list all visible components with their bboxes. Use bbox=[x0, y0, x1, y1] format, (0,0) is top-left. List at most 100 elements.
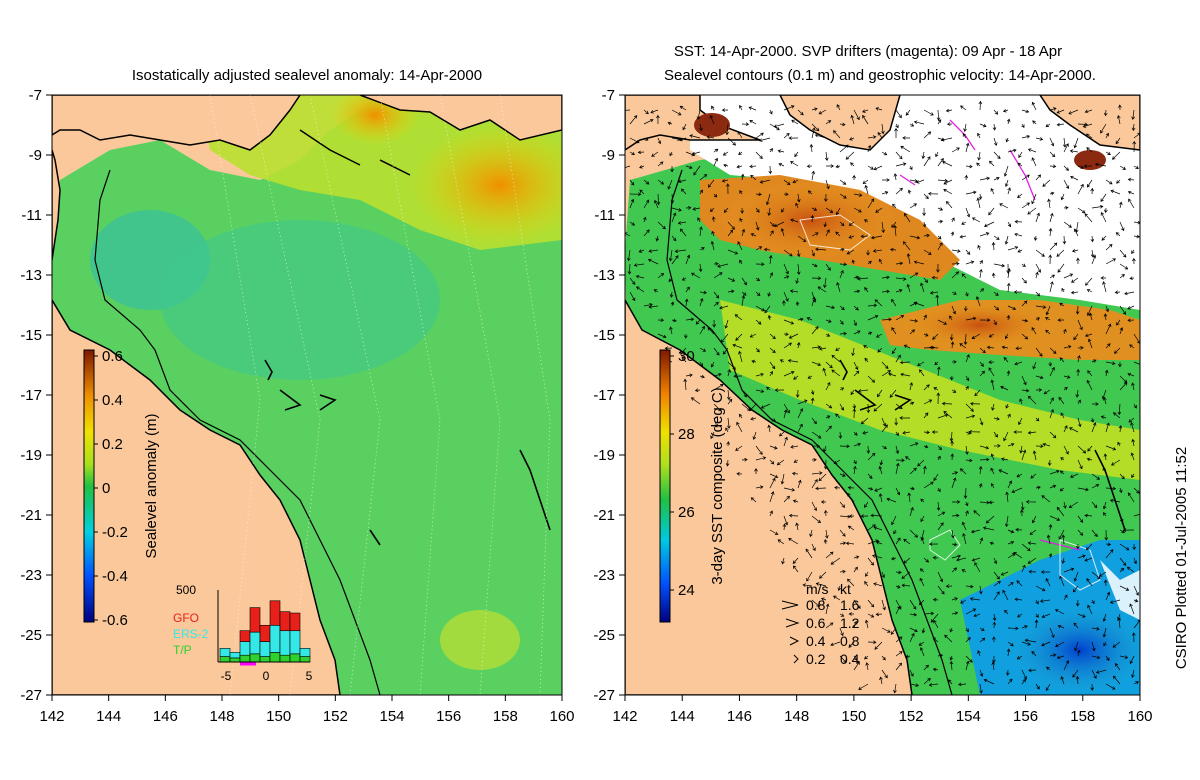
velocity-arrow bbox=[1061, 287, 1065, 293]
velocity-arrow bbox=[831, 354, 841, 363]
velocity-arrow bbox=[1102, 627, 1107, 638]
velocity-arrow bbox=[792, 565, 799, 573]
velocity-arrow bbox=[1103, 313, 1108, 321]
velocity-arrow bbox=[779, 359, 785, 363]
velocity-arrow bbox=[767, 207, 772, 216]
velocity-arrow bbox=[849, 137, 855, 141]
velocity-arrow bbox=[648, 305, 659, 309]
velocity-arrow bbox=[1004, 333, 1009, 340]
velocity-arrow bbox=[895, 570, 902, 575]
velocity-arrow bbox=[864, 286, 869, 293]
velocity-arrow bbox=[732, 343, 743, 349]
velocity-arrow bbox=[1103, 396, 1107, 405]
histogram-bars bbox=[219, 600, 311, 663]
velocity-arrow bbox=[797, 423, 803, 433]
velocity-arrow bbox=[781, 207, 785, 213]
velocity-arrow bbox=[1131, 473, 1135, 478]
velocity-arrow bbox=[667, 179, 673, 190]
velocity-arrow bbox=[1103, 453, 1108, 461]
velocity-arrow bbox=[979, 361, 984, 367]
velocity-arrow bbox=[1076, 649, 1081, 657]
velocity-arrow bbox=[891, 327, 897, 335]
velocity-arrow bbox=[1115, 232, 1121, 237]
velocity-arrow bbox=[769, 417, 776, 422]
velocity-arrow bbox=[866, 250, 870, 256]
velocity-arrow bbox=[1049, 212, 1054, 223]
velocity-arrow bbox=[776, 459, 785, 466]
velocity-arrow bbox=[741, 277, 747, 286]
velocity-arrow bbox=[769, 477, 776, 489]
velocity-arrow bbox=[1075, 543, 1080, 550]
velocity-arrow bbox=[681, 188, 687, 195]
velocity-arrow bbox=[1039, 599, 1051, 603]
velocity-arrow bbox=[877, 347, 883, 353]
velocity-arrow bbox=[797, 408, 804, 419]
velocity-arrow bbox=[735, 445, 743, 451]
velocity-arrow bbox=[970, 401, 981, 406]
left-ytick-label: -23 bbox=[20, 567, 42, 584]
velocity-arrow bbox=[895, 288, 903, 293]
velocity-arrow bbox=[1007, 480, 1013, 489]
velocity-arrow bbox=[895, 277, 907, 281]
velocity-arrow bbox=[1112, 151, 1121, 160]
velocity-arrow bbox=[909, 529, 918, 538]
velocity-arrow bbox=[699, 361, 704, 367]
velocity-arrow bbox=[834, 485, 841, 490]
velocity-arrow bbox=[1119, 263, 1129, 270]
velocity-arrow bbox=[790, 161, 799, 167]
velocity-arrow bbox=[1058, 529, 1065, 540]
velocity-arrow bbox=[796, 342, 801, 349]
velocity-arrow bbox=[973, 510, 981, 517]
velocity-arrow bbox=[825, 207, 834, 213]
velocity-arrow bbox=[699, 123, 703, 132]
velocity-arrow bbox=[802, 583, 813, 587]
velocity-arrow bbox=[1132, 543, 1137, 551]
left-panel-title: Isostatically adjusted sealevel anomaly:… bbox=[132, 67, 482, 84]
velocity-arrow bbox=[993, 571, 1000, 580]
velocity-arrow bbox=[986, 345, 995, 350]
velocity-arrow bbox=[1073, 137, 1079, 149]
velocity-arrow bbox=[945, 584, 953, 589]
velocity-arrow bbox=[1004, 179, 1009, 188]
velocity-arrow bbox=[1128, 417, 1135, 423]
velocity-arrow bbox=[1086, 457, 1093, 462]
velocity-arrow bbox=[1127, 492, 1135, 503]
velocity-arrow bbox=[853, 465, 857, 475]
velocity-arrow bbox=[895, 354, 901, 363]
velocity-arrow bbox=[999, 203, 1009, 209]
velocity-arrow bbox=[1004, 235, 1009, 245]
velocity-arrow bbox=[1127, 305, 1135, 310]
velocity-arrow bbox=[881, 289, 890, 294]
velocity-arrow bbox=[839, 269, 844, 279]
velocity-arrow bbox=[1114, 290, 1121, 295]
velocity-arrow bbox=[1045, 123, 1051, 128]
velocity-arrow bbox=[937, 242, 943, 251]
right-xtick-label: 150 bbox=[841, 708, 866, 725]
velocity-arrow bbox=[913, 260, 925, 265]
velocity-arrow bbox=[1027, 541, 1037, 545]
velocity-arrow bbox=[725, 183, 730, 195]
velocity-arrow bbox=[848, 514, 855, 518]
velocity-arrow bbox=[937, 207, 944, 211]
velocity-arrow bbox=[1116, 319, 1121, 326]
velocity-arrow bbox=[1019, 445, 1023, 454]
velocity-arrow bbox=[909, 506, 914, 517]
velocity-arrow bbox=[983, 678, 995, 685]
velocity-arrow bbox=[755, 445, 763, 455]
velocity-arrow bbox=[1091, 483, 1100, 489]
velocity-arrow bbox=[895, 261, 904, 266]
velocity-arrow bbox=[918, 599, 925, 606]
velocity-arrow bbox=[909, 319, 918, 323]
velocity-arrow bbox=[1091, 571, 1101, 580]
velocity-arrow bbox=[1027, 430, 1037, 435]
velocity-arrow bbox=[965, 458, 973, 463]
velocity-arrow bbox=[1035, 347, 1043, 357]
velocity-arrow bbox=[671, 207, 682, 212]
velocity-arrow bbox=[928, 542, 939, 546]
velocity-arrow bbox=[853, 655, 858, 661]
speed-legend-ms: 0.2 bbox=[806, 651, 826, 667]
velocity-arrow bbox=[881, 317, 892, 322]
velocity-arrow bbox=[895, 123, 899, 129]
velocity-arrow bbox=[764, 305, 771, 314]
velocity-arrow bbox=[689, 134, 701, 139]
